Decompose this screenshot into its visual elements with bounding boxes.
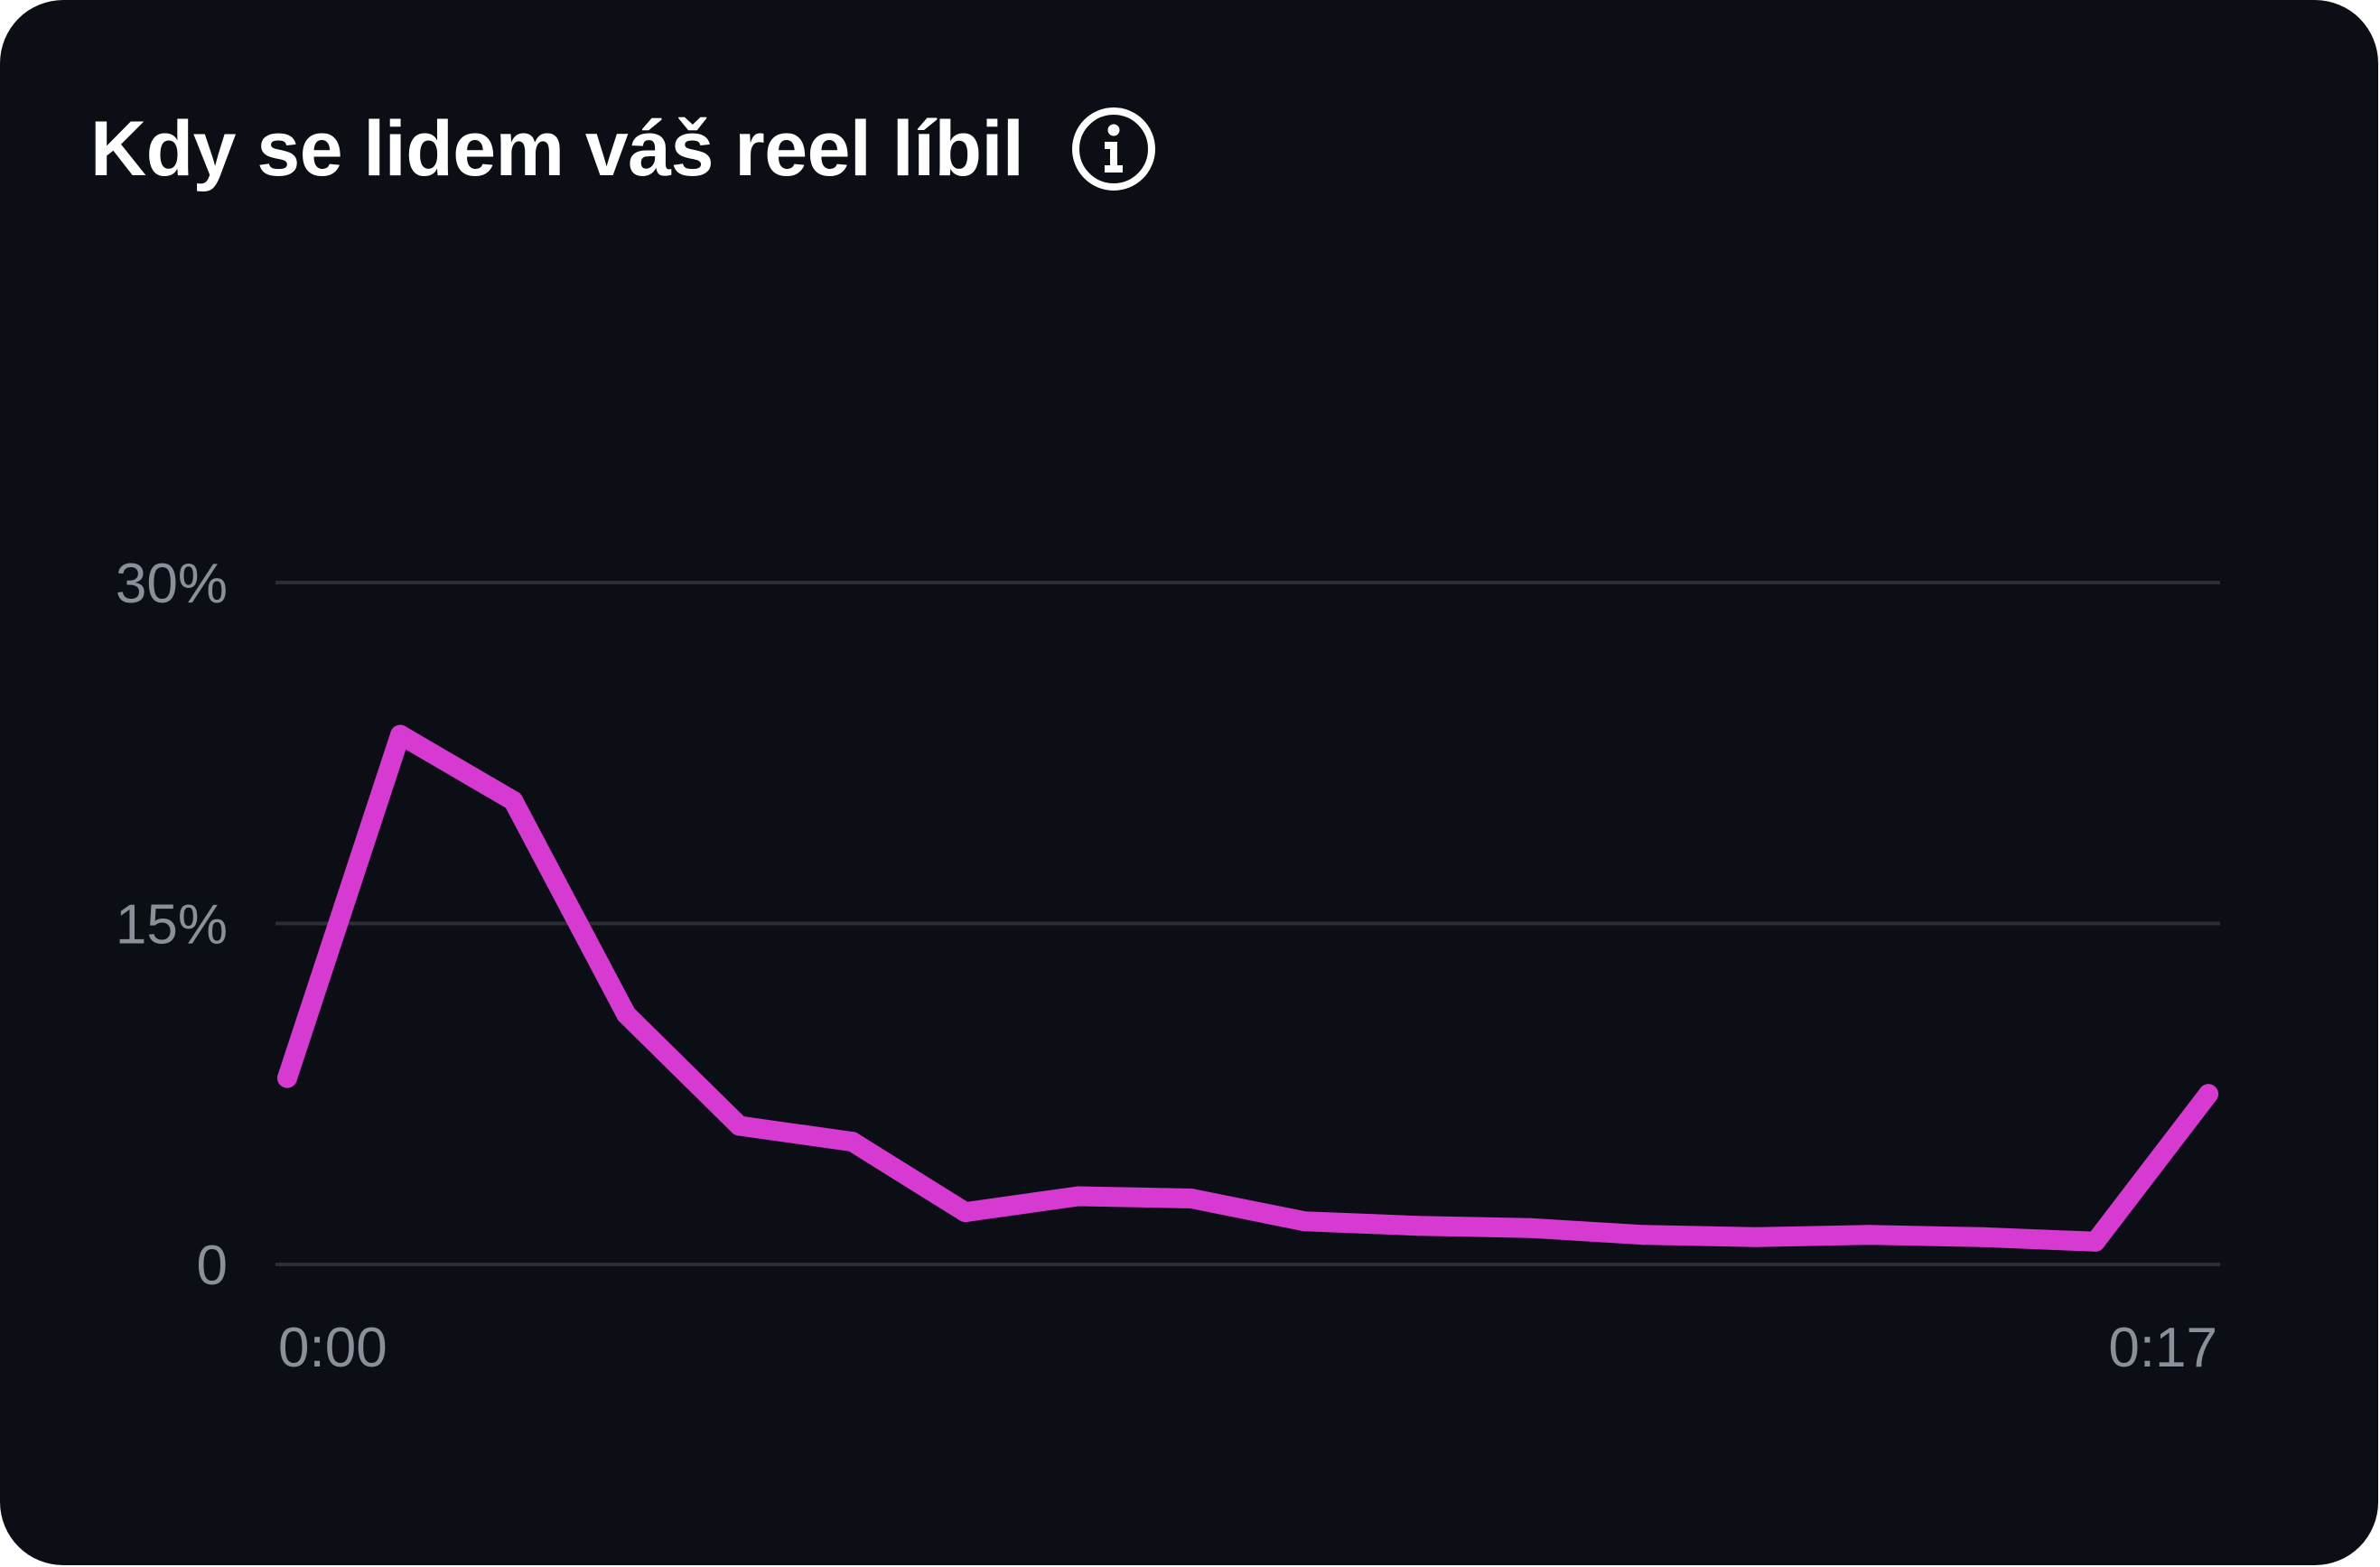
data-point: [2085, 1231, 2105, 1252]
x-axis-ticks: 0:00 0:17: [278, 1317, 2217, 1379]
data-point: [1746, 1227, 1767, 1247]
data-point: [1633, 1225, 1654, 1245]
data-point: [842, 1132, 863, 1152]
gridlines: [275, 581, 2220, 1266]
x-tick-label-start: 0:00: [278, 1317, 387, 1379]
y-tick-label: 30%: [116, 553, 228, 615]
title-row: Kdy se lidem váš reel líbil: [90, 95, 1157, 203]
y-axis-ticks: 0 15% 30%: [116, 553, 228, 1297]
x-tick-label-end: 0:17: [2108, 1317, 2217, 1379]
series-layer: [277, 724, 2218, 1252]
y-tick-label: 15%: [116, 894, 228, 956]
y-tick-label: 0: [197, 1235, 228, 1297]
info-circle-icon[interactable]: [1070, 106, 1157, 192]
data-point: [2198, 1084, 2218, 1105]
data-point: [1068, 1186, 1088, 1207]
data-point: [503, 790, 524, 811]
data-point: [1181, 1189, 1201, 1209]
data-point: [616, 1004, 637, 1025]
series-line-0: [277, 724, 2218, 1252]
data-point: [390, 724, 411, 745]
data-point: [1407, 1216, 1428, 1236]
data-point: [955, 1202, 975, 1223]
data-point: [1972, 1227, 1993, 1247]
data-point: [1859, 1225, 1880, 1245]
data-point: [1520, 1217, 1541, 1238]
chart-title: Kdy se lidem váš reel líbil: [90, 105, 1024, 192]
data-point: [1294, 1211, 1315, 1232]
data-point: [729, 1115, 750, 1136]
data-point: [277, 1068, 297, 1088]
